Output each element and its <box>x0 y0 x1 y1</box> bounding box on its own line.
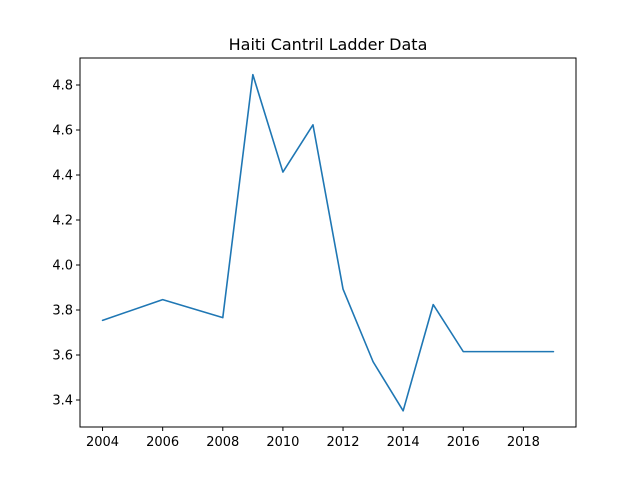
x-tick-label: 2004 <box>86 435 119 450</box>
y-tick-label: 4.6 <box>52 124 73 139</box>
x-tick-label: 2016 <box>447 435 480 450</box>
chart-title: Haiti Cantril Ladder Data <box>229 35 428 54</box>
y-tick-label: 3.8 <box>52 304 73 319</box>
x-tick-label: 2018 <box>507 435 540 450</box>
x-tick-label: 2006 <box>146 435 179 450</box>
y-tick-label: 4.4 <box>52 169 73 184</box>
y-tick-label: 3.6 <box>52 349 73 364</box>
y-axis: 3.4 3.6 3.8 4.0 4.2 4.4 4.6 4.8 <box>52 79 80 409</box>
plot-frame <box>79 57 577 428</box>
x-tick-label: 2010 <box>266 435 299 450</box>
x-axis: 2004 2006 2008 2010 2012 2014 2016 2018 <box>86 427 540 450</box>
plot-area <box>79 57 577 428</box>
y-tick-label: 4.8 <box>52 79 73 94</box>
x-tick-label: 2014 <box>387 435 420 450</box>
x-tick-label: 2008 <box>206 435 239 450</box>
y-tick-label: 4.2 <box>52 214 73 229</box>
x-tick-label: 2012 <box>326 435 359 450</box>
series-line-haiti <box>101 73 555 412</box>
y-tick-label: 4.0 <box>52 259 73 274</box>
y-tick-label: 3.4 <box>52 394 73 409</box>
